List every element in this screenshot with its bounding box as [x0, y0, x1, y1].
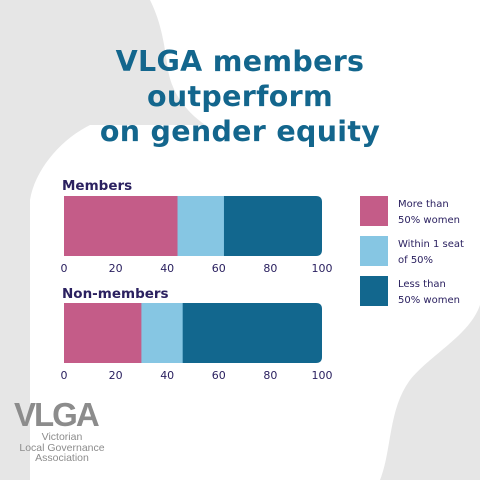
legend-label-less-than-50: Less than 50% women	[398, 279, 460, 306]
bar-segment-within-1-seat	[177, 196, 225, 256]
members-chart: 0 20 40 60 80 100	[61, 196, 333, 275]
bar-segment-more-than-50	[64, 303, 142, 363]
legend-label-more-than-50: More than 50% women	[398, 199, 460, 226]
x-tick-label: 60	[212, 262, 226, 275]
x-tick-label: 40	[160, 262, 174, 275]
non-members-chart-title: Non-members	[62, 286, 169, 302]
members-chart-title: Members	[62, 178, 133, 194]
non-members-chart: 0 20 40 60 80 100	[61, 303, 333, 382]
x-tick-label: 80	[263, 369, 277, 382]
x-tick-label: 0	[61, 369, 68, 382]
logo-subtitle: Victorian Local Governance Association	[19, 431, 105, 464]
legend-swatch-less-than-50	[360, 276, 388, 306]
x-tick-label: 0	[61, 262, 68, 275]
title-line-3: on gender equity	[99, 115, 381, 148]
logo-mark: VLGA	[14, 396, 100, 433]
legend-swatch-within-1-seat	[360, 236, 388, 266]
x-tick-label: 100	[312, 369, 333, 382]
x-tick-label: 40	[160, 369, 174, 382]
x-tick-label: 80	[263, 262, 277, 275]
bar-segment-less-than-50	[182, 303, 322, 363]
bar-segment-within-1-seat	[141, 303, 184, 363]
x-tick-label: 60	[212, 369, 226, 382]
x-tick-label: 100	[312, 262, 333, 275]
x-tick-label: 20	[109, 369, 123, 382]
legend-swatch-more-than-50	[360, 196, 388, 226]
title-line-2: outperform	[146, 80, 333, 113]
page-title: VLGA members outperform on gender equity	[40, 44, 440, 149]
bar-segment-more-than-50	[64, 196, 179, 256]
x-tick-label: 20	[109, 262, 123, 275]
vlga-logo: VLGA Victorian Local Governance Associat…	[14, 398, 124, 464]
bar-segment-less-than-50	[223, 196, 322, 256]
legend-label-within-1-seat: Within 1 seat of 50%	[398, 239, 464, 266]
title-line-1: VLGA members	[115, 45, 365, 78]
